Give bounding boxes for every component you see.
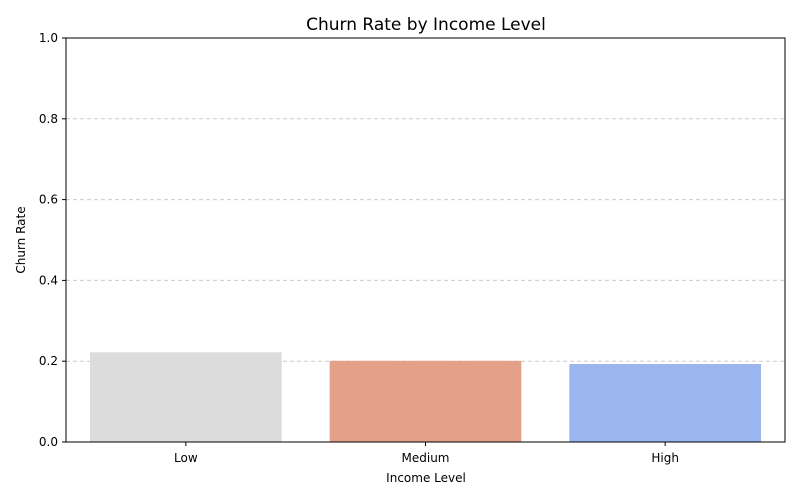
y-tick-label: 0.6 — [39, 193, 58, 207]
bar-low — [89, 352, 282, 442]
bars — [89, 352, 762, 442]
y-tick-label: 0.4 — [39, 273, 58, 287]
y-tick-label: 0.0 — [39, 435, 58, 449]
x-ticks: Low Medium High — [174, 442, 679, 465]
y-tick-label: 1.0 — [39, 31, 58, 45]
chart-title: Churn Rate by Income Level — [306, 15, 546, 35]
y-tick-label: 0.2 — [39, 354, 58, 368]
x-tick-label-high: High — [651, 451, 679, 465]
bar-medium — [329, 360, 522, 442]
y-tick-label: 0.8 — [39, 112, 58, 126]
grid-lines — [66, 118, 785, 362]
y-axis-label: Churn Rate — [14, 206, 28, 273]
x-axis-label: Income Level — [386, 471, 466, 485]
bar-high — [569, 364, 762, 442]
x-tick-label-medium: Medium — [402, 451, 450, 465]
y-ticks: 0.0 0.2 0.4 0.6 0.8 1.0 — [39, 31, 66, 449]
x-tick-label-low: Low — [174, 451, 198, 465]
